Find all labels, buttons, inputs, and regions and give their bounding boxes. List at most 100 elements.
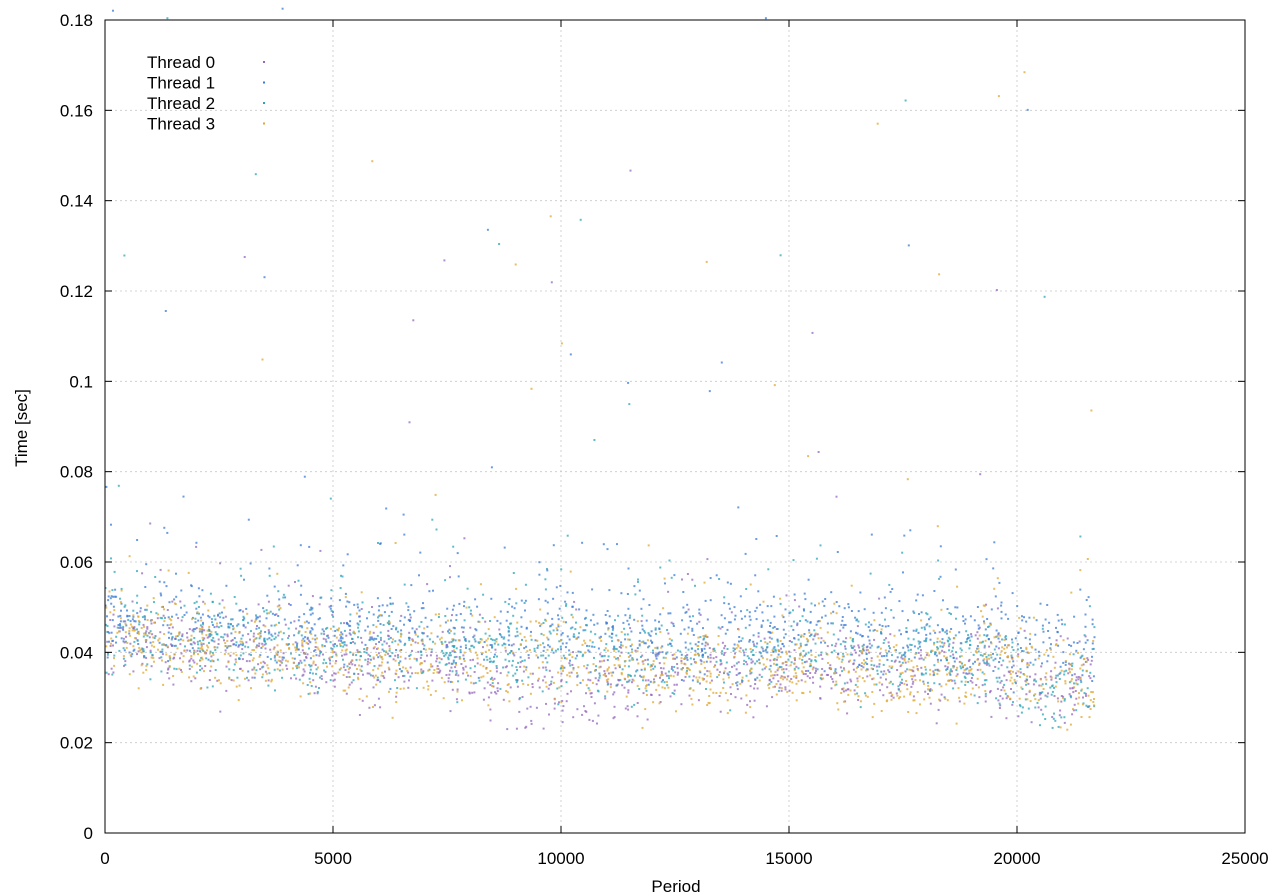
data-point	[330, 597, 333, 600]
data-point	[288, 634, 290, 637]
y-axis-label: Time [sec]	[12, 389, 31, 467]
data-point	[434, 642, 437, 645]
data-point	[360, 670, 363, 672]
data-point	[145, 630, 148, 633]
data-point	[378, 614, 381, 617]
data-point	[979, 473, 982, 476]
data-point	[968, 636, 971, 639]
data-point	[772, 647, 775, 650]
data-point	[694, 584, 696, 587]
data-point	[871, 691, 874, 693]
data-point	[754, 683, 757, 685]
data-point	[706, 643, 709, 646]
data-point	[955, 657, 958, 660]
data-point	[1089, 663, 1092, 666]
data-point	[965, 640, 968, 643]
data-point	[363, 650, 366, 653]
data-point	[299, 695, 302, 698]
data-point	[1041, 624, 1044, 627]
data-point	[946, 668, 949, 670]
data-point	[249, 638, 251, 641]
data-point	[353, 672, 356, 675]
data-point	[348, 676, 351, 678]
data-point	[106, 656, 109, 659]
data-point	[127, 618, 130, 621]
data-point	[670, 621, 673, 624]
data-point	[290, 677, 292, 680]
data-point	[820, 674, 823, 677]
data-point	[901, 671, 904, 674]
data-point	[553, 698, 556, 701]
data-point	[120, 587, 123, 590]
data-point	[870, 667, 873, 670]
data-point	[939, 545, 942, 548]
data-point	[178, 633, 181, 636]
data-point	[936, 624, 939, 627]
data-point	[501, 644, 504, 647]
data-point	[741, 676, 744, 679]
data-point	[516, 634, 519, 637]
data-point	[495, 670, 498, 673]
data-point	[140, 648, 143, 651]
data-point	[662, 679, 664, 682]
data-point	[592, 613, 595, 616]
data-point	[199, 687, 202, 690]
data-point	[163, 620, 166, 623]
data-point	[810, 633, 813, 636]
data-point	[192, 630, 195, 633]
data-point	[831, 651, 833, 654]
data-point	[113, 657, 115, 660]
legend-marker-0	[263, 61, 265, 63]
data-point	[377, 697, 380, 700]
data-point	[1087, 596, 1090, 599]
data-point	[556, 633, 558, 636]
data-point	[560, 633, 563, 636]
data-point	[814, 672, 817, 674]
data-point	[489, 678, 492, 681]
data-point	[888, 645, 890, 648]
data-point	[929, 668, 932, 671]
data-point	[506, 674, 509, 677]
data-point	[627, 680, 630, 683]
data-point	[279, 649, 282, 652]
data-point	[260, 548, 263, 551]
data-point	[903, 534, 906, 537]
data-point	[924, 690, 927, 693]
data-point	[233, 637, 236, 640]
data-point	[116, 626, 119, 629]
data-point	[1011, 592, 1014, 595]
data-point	[792, 559, 795, 562]
data-point	[999, 634, 1002, 637]
data-point	[110, 557, 112, 560]
data-point	[377, 652, 380, 655]
data-point	[489, 620, 491, 622]
data-point	[885, 654, 888, 657]
data-point	[112, 595, 115, 598]
data-point	[129, 642, 132, 645]
data-point	[1051, 684, 1054, 687]
data-point	[296, 664, 299, 667]
data-point	[422, 607, 425, 610]
data-point	[981, 671, 984, 674]
data-point	[332, 679, 335, 682]
data-point	[395, 649, 398, 651]
data-point	[230, 632, 233, 635]
data-point	[842, 626, 845, 629]
data-point	[662, 607, 665, 610]
data-point	[697, 652, 700, 655]
data-point	[348, 632, 351, 635]
data-point	[547, 644, 550, 647]
data-point	[399, 640, 402, 643]
data-point	[487, 637, 490, 640]
data-point	[517, 661, 520, 664]
data-point	[784, 633, 787, 636]
data-point	[339, 645, 342, 647]
data-point	[624, 638, 627, 641]
data-point	[107, 651, 109, 654]
data-point	[227, 652, 230, 655]
data-point	[916, 593, 919, 596]
data-point	[748, 624, 751, 627]
data-point	[300, 634, 303, 637]
data-point	[1000, 601, 1003, 604]
data-point	[219, 682, 222, 685]
